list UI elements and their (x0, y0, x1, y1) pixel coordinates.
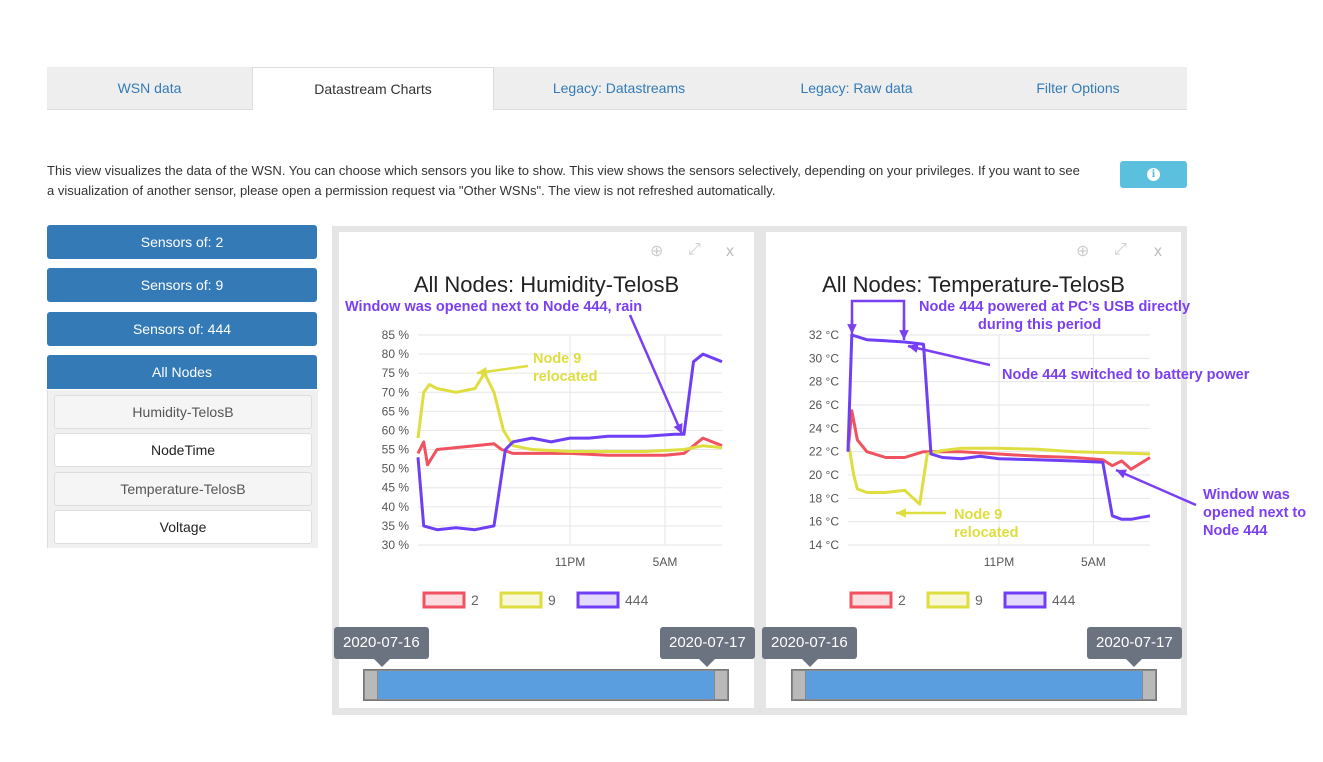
all-nodes-button[interactable]: All Nodes (47, 355, 317, 389)
temperature-range-handle-right[interactable] (1142, 670, 1156, 700)
expand-icon[interactable]: ⤢ (1114, 241, 1127, 258)
annotation-node9-relocated-t-1: Node 9 (954, 507, 1003, 523)
humidity-range-handle-left[interactable] (364, 670, 378, 700)
sidebar-item-nodetime[interactable]: NodeTime (54, 433, 312, 467)
tab-filter-options[interactable]: Filter Options (1036, 80, 1120, 96)
download-icon[interactable]: ⊕ (1076, 243, 1090, 260)
annotation-usb-2: during this period (978, 317, 1102, 333)
expand-icon[interactable]: ⤢ (688, 241, 701, 258)
sidebar-item-temperature[interactable]: Temperature-TelosB (54, 472, 312, 506)
annotation-window-rain: Window was opened next to Node 444, rain (345, 299, 643, 315)
annotation-window-2: opened next to (1203, 505, 1307, 521)
info-icon: i (1147, 168, 1160, 181)
sensors-9-button[interactable]: Sensors of: 9 (47, 268, 317, 302)
close-icon[interactable]: x (1154, 243, 1162, 260)
humidity-chart-title: All Nodes: Humidity-TelosB (413, 272, 680, 297)
sidebar-item-voltage[interactable]: Voltage (54, 510, 312, 544)
humidity-range-fill (378, 671, 714, 699)
sensors-444-button[interactable]: Sensors of: 444 (47, 312, 317, 346)
sensors-2-button[interactable]: Sensors of: 2 (47, 225, 317, 259)
temperature-range-slider[interactable] (791, 669, 1157, 701)
temperature-chart-title: All Nodes: Temperature-TelosB (822, 272, 1125, 297)
info-button[interactable]: i (1120, 161, 1187, 188)
tab-datastream-charts[interactable]: Datastream Charts (252, 67, 494, 110)
tab-legacy-datastreams[interactable]: Legacy: Datastreams (552, 80, 686, 96)
close-icon[interactable]: x (726, 243, 734, 260)
annotation-node9-relocated-t-2: relocated (954, 525, 1019, 541)
sidebar-item-humidity[interactable]: Humidity-TelosB (54, 395, 312, 429)
annotation-node9-relocated-h-2: relocated (533, 369, 598, 385)
download-icon[interactable]: ⊕ (650, 243, 664, 260)
tab-bar: WSN data Datastream Charts Legacy: Datas… (47, 67, 1187, 110)
all-nodes-panel: Humidity-TelosB NodeTime Temperature-Tel… (47, 390, 318, 548)
temperature-range-start: 2020-07-16 (762, 627, 857, 667)
humidity-range-handle-right[interactable] (714, 670, 728, 700)
temperature-range-fill (806, 671, 1142, 699)
annotation-node9-relocated-h-1: Node 9 (533, 351, 582, 367)
humidity-range-start: 2020-07-16 (334, 627, 429, 667)
humidity-range-end: 2020-07-17 (660, 627, 755, 667)
humidity-range-slider[interactable] (363, 669, 729, 701)
annotation-battery: Node 444 switched to battery power (1002, 367, 1250, 383)
temperature-range-handle-left[interactable] (792, 670, 806, 700)
tab-legacy-raw-data[interactable]: Legacy: Raw data (800, 80, 913, 96)
annotation-window-1: Window was (1203, 487, 1290, 503)
tab-wsn-data[interactable]: WSN data (117, 80, 182, 96)
annotation-usb-1: Node 444 powered at PC’s USB directly (919, 299, 1191, 315)
intro-text: This view visualizes the data of the WSN… (47, 163, 1080, 198)
annotation-window-3: Node 444 (1203, 523, 1268, 539)
temperature-range-end: 2020-07-17 (1087, 627, 1182, 667)
